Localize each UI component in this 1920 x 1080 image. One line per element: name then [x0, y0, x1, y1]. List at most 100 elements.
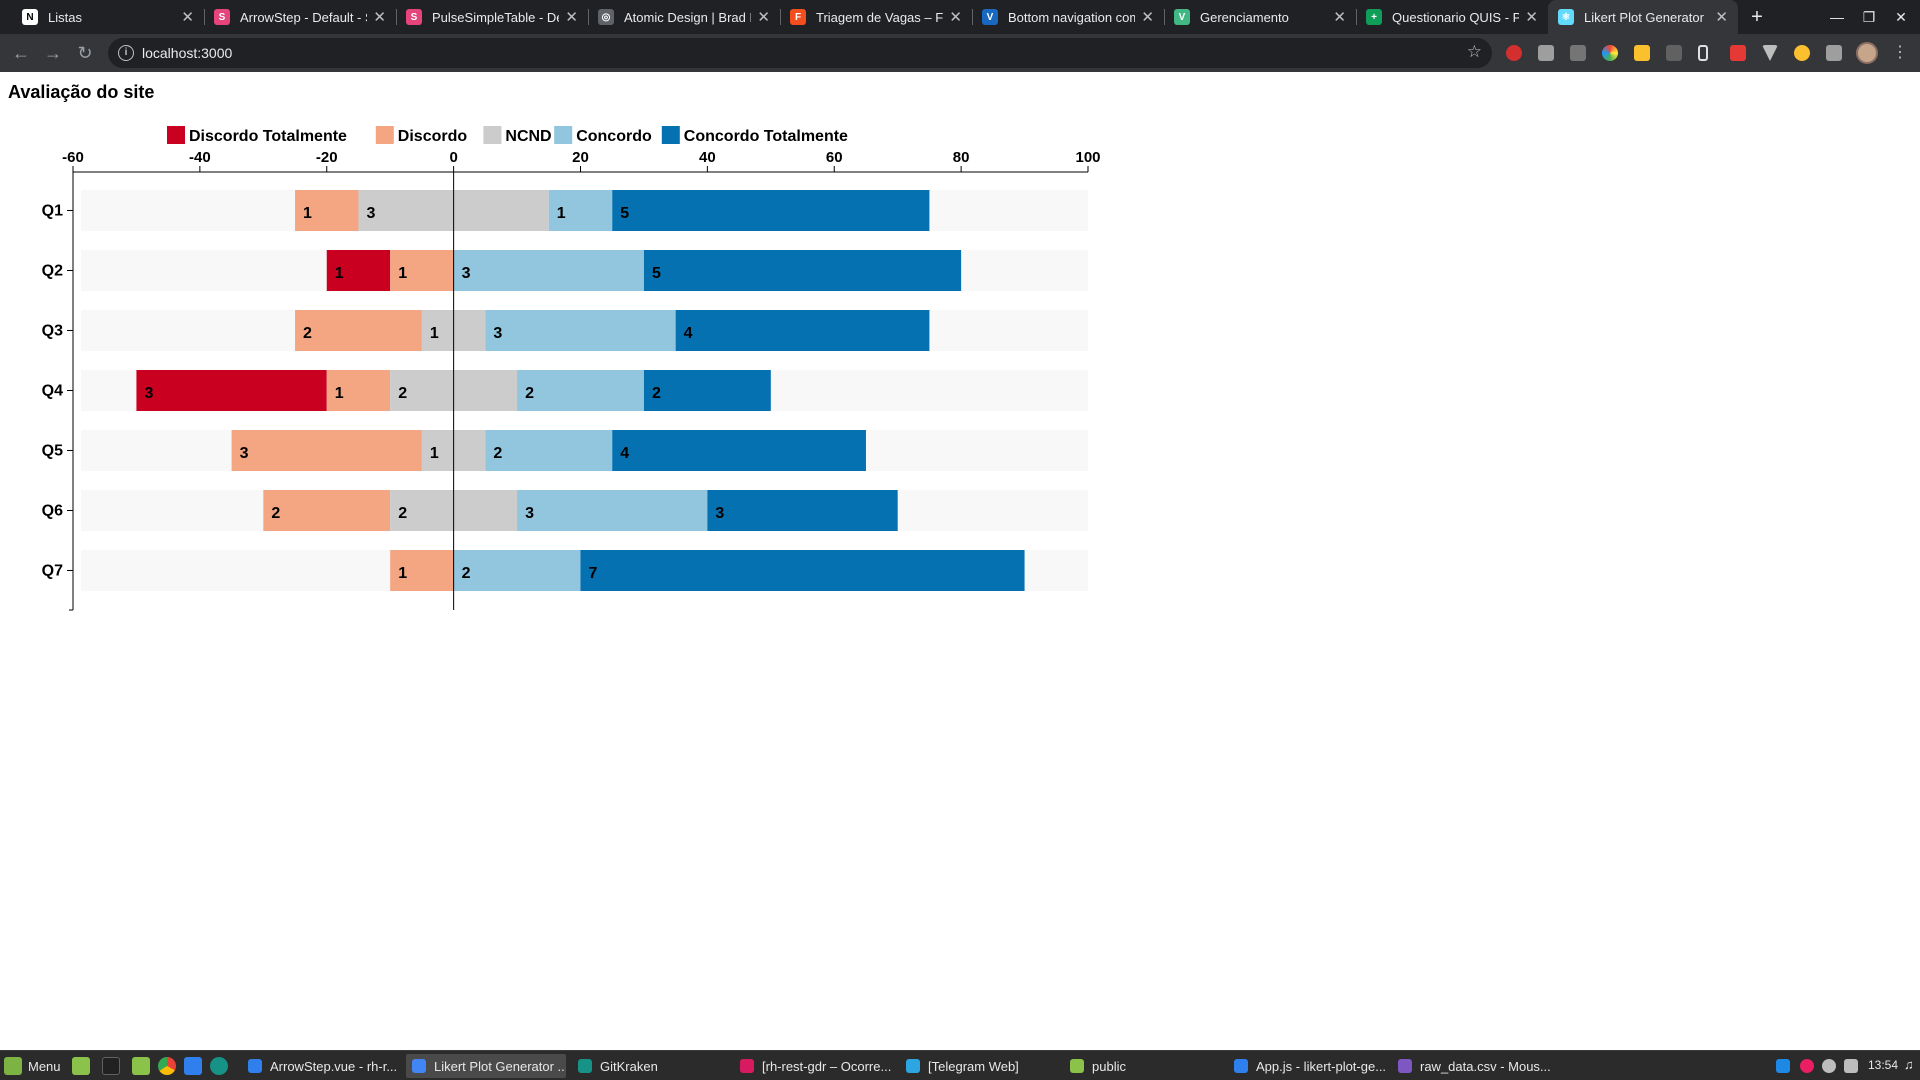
taskbar-window-button[interactable]: ArrowStep.vue - rh-r... — [242, 1054, 402, 1078]
tab-close-icon[interactable]: ✕ — [1715, 9, 1728, 26]
bar-segment — [517, 370, 644, 411]
address-bar[interactable]: i localhost:3000 ☆ — [108, 38, 1492, 68]
tab-close-icon[interactable]: ✕ — [1333, 9, 1346, 26]
x-tick-label: 0 — [449, 149, 457, 166]
extensions-puzzle-icon[interactable] — [1826, 45, 1842, 61]
taskbar-window-button[interactable]: Likert Plot Generator ... — [406, 1054, 566, 1078]
forward-arrow-icon[interactable]: → — [44, 43, 62, 63]
chart-legend: Discordo Totalmente Discordo NCND Concordo C… — [167, 126, 848, 145]
browser-tab[interactable]: ◎ Atomic Design | Brad F ✕ — [588, 0, 780, 34]
legend-swatch — [483, 126, 502, 144]
extension-gallery-icon[interactable] — [1730, 45, 1746, 61]
music-icon[interactable]: ♫ — [1904, 1057, 1914, 1072]
tab-close-icon[interactable]: ✕ — [949, 9, 962, 26]
gitkraken-icon[interactable] — [210, 1057, 228, 1075]
x-tick-label: 80 — [953, 149, 970, 166]
taskbar-window-button[interactable]: GitKraken — [572, 1054, 728, 1078]
bar-segment — [643, 370, 771, 411]
page-content: Avaliação do site Discordo Totalmente Dis… — [0, 72, 1920, 1050]
chrome-icon[interactable] — [158, 1057, 176, 1075]
tab-close-icon[interactable]: ✕ — [1525, 9, 1538, 26]
bar-value-label: 1 — [335, 265, 344, 282]
extension-ruler-icon[interactable] — [1570, 45, 1586, 61]
clock: 13:54 — [1868, 1058, 1899, 1072]
taskbar-app-icon — [1070, 1059, 1084, 1073]
taskbar-window-button[interactable]: [rh-rest-gdr – Ocorre... — [734, 1054, 894, 1078]
taskbar-window-label: Likert Plot Generator ... — [434, 1058, 566, 1074]
bar-value-label: 2 — [493, 445, 502, 462]
new-tab-button[interactable]: + — [1751, 6, 1763, 28]
category-label: Q4 — [42, 383, 63, 400]
bar-segment — [643, 250, 962, 291]
close-window-icon[interactable]: ✕ — [1895, 9, 1907, 25]
user-icon[interactable] — [1822, 1059, 1836, 1073]
browser-tab[interactable]: + Questionario QUIS - Pl ✕ — [1356, 0, 1548, 34]
profile-avatar[interactable] — [1856, 42, 1878, 64]
taskbar-window-label: raw_data.csv - Mous... — [1420, 1058, 1551, 1074]
extension-code-icon[interactable] — [1666, 45, 1682, 61]
restore-icon[interactable]: ❐ — [1862, 9, 1876, 25]
bar-value-label: 4 — [684, 325, 693, 342]
start-menu-button[interactable]: Menu — [4, 1055, 61, 1077]
tab-close-icon[interactable]: ✕ — [565, 9, 578, 26]
extension-vue-icon[interactable] — [1762, 45, 1778, 61]
taskbar-window-button[interactable]: raw_data.csv - Mous... — [1392, 1054, 1552, 1078]
taskbar-window-button[interactable]: [Telegram Web] — [900, 1054, 1058, 1078]
bar-value-label: 3 — [525, 505, 534, 522]
taskbar-window-label: [rh-rest-gdr – Ocorre... — [762, 1058, 892, 1074]
show-desktop-icon[interactable] — [72, 1057, 90, 1075]
bar-value-label: 3 — [366, 205, 375, 222]
tab-close-icon[interactable]: ✕ — [181, 9, 194, 26]
bar-segment — [612, 430, 866, 471]
vscode-icon[interactable] — [184, 1057, 202, 1075]
extension-colorpicker-icon[interactable] — [1602, 45, 1618, 61]
x-tick-label: 20 — [572, 149, 589, 166]
tab-title: Triagem de Vagas – Fig — [816, 9, 944, 25]
tab-close-icon[interactable]: ✕ — [373, 9, 386, 26]
legend-label: Discordo Totalmente — [189, 128, 347, 145]
taskbar-window-label: public — [1092, 1058, 1126, 1074]
network-icon[interactable] — [1844, 1059, 1858, 1073]
extension-crop-icon[interactable] — [1634, 45, 1650, 61]
taskbar-app-icon — [740, 1059, 754, 1073]
bar-value-label: 2 — [271, 505, 280, 522]
slack-icon[interactable] — [1800, 1059, 1814, 1073]
bar-segment — [485, 310, 676, 351]
bar-segment — [707, 490, 898, 531]
extension-chrome-icon[interactable] — [1794, 45, 1810, 61]
browser-tab[interactable]: S ArrowStep - Default - S ✕ — [204, 0, 396, 34]
tab-title: Bottom navigation com — [1008, 9, 1136, 25]
files-icon[interactable] — [132, 1057, 150, 1075]
tab-separator — [204, 9, 205, 25]
bar-value-label: 1 — [398, 565, 407, 582]
category-label: Q7 — [42, 563, 63, 580]
extension-device-icon[interactable] — [1698, 45, 1708, 61]
bookmark-star-icon[interactable]: ☆ — [1466, 42, 1482, 61]
taskbar-window-button[interactable]: public — [1064, 1054, 1222, 1078]
browser-tab[interactable]: N Listas ✕ — [12, 0, 204, 34]
browser-tab[interactable]: ⚛ Likert Plot Generator ✕ — [1548, 0, 1738, 34]
site-info-icon[interactable]: i — [118, 45, 134, 61]
category-label: Q5 — [42, 443, 63, 460]
taskbar-window-button[interactable]: App.js - likert-plot-ge... — [1228, 1054, 1388, 1078]
shield-icon[interactable] — [1776, 1059, 1790, 1073]
minimize-icon[interactable]: — — [1830, 9, 1844, 25]
browser-tab[interactable]: S PulseSimpleTable - Def ✕ — [396, 0, 588, 34]
browser-menu-icon[interactable]: ⋮ — [1892, 44, 1908, 61]
tab-close-icon[interactable]: ✕ — [757, 9, 770, 26]
browser-tab[interactable]: V Gerenciamento ✕ — [1164, 0, 1356, 34]
browser-tab[interactable]: V Bottom navigation com ✕ — [972, 0, 1164, 34]
x-tick-label: -20 — [316, 149, 338, 166]
browser-tab[interactable]: F Triagem de Vagas – Fig ✕ — [780, 0, 972, 34]
reload-icon[interactable]: ↻ — [77, 43, 93, 63]
extension-css-icon[interactable] — [1538, 45, 1554, 61]
bar-value-label: 4 — [620, 445, 629, 462]
bar-value-label: 1 — [430, 445, 439, 462]
back-arrow-icon[interactable]: ← — [12, 43, 30, 63]
tab-close-icon[interactable]: ✕ — [1141, 9, 1154, 26]
bar-segment — [295, 190, 359, 231]
tab-separator — [1356, 9, 1357, 25]
terminal-icon[interactable] — [102, 1057, 120, 1075]
extension-stop-icon[interactable] — [1506, 45, 1522, 61]
address-url[interactable]: localhost:3000 — [142, 45, 233, 61]
